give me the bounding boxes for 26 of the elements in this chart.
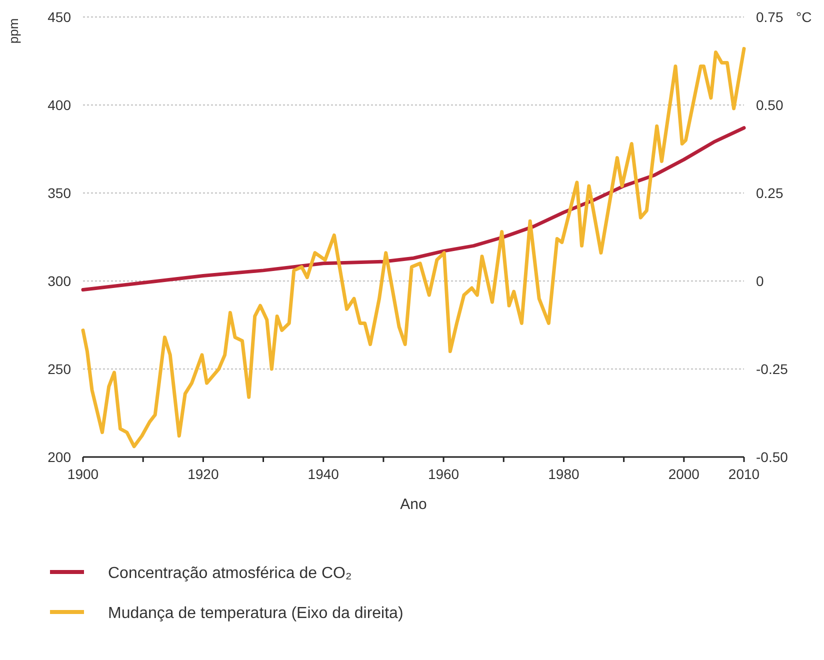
x-tick-label: 1940 (308, 466, 340, 482)
y2-tick-label: -0.25 (756, 361, 788, 377)
line-series (81, 46, 746, 448)
y2-tick-label: 0.75 (756, 9, 784, 25)
y-tick-label: 350 (48, 185, 72, 201)
line-series (81, 126, 746, 292)
y2-tick-label: 0 (756, 273, 764, 289)
y-axis-title: ppm (6, 18, 21, 44)
legend-label: Mudança de temperatura (Eixo da direita) (108, 605, 404, 622)
x-tick-label: 2010 (728, 466, 760, 482)
x-tick-label: 2000 (668, 466, 700, 482)
y2-tick-label: 0.50 (756, 97, 784, 113)
y-tick-label: 300 (48, 273, 72, 289)
y-tick-label: 200 (48, 449, 72, 465)
y2-tick-label: 0.25 (756, 185, 784, 201)
x-tick-label: 1980 (548, 466, 580, 482)
y2-tick-label: -0.50 (756, 449, 788, 465)
x-tick-label: 1960 (428, 466, 460, 482)
x-tick-label: 1900 (67, 466, 99, 482)
y-tick-label: 450 (48, 9, 72, 25)
legend-label: Concentração atmosférica de CO₂ (108, 565, 352, 582)
y-tick-label: 400 (48, 97, 72, 113)
y-tick-label: 250 (48, 361, 72, 377)
y2-axis-title: °C (796, 9, 812, 25)
x-axis-title: Ano (400, 496, 427, 513)
x-tick-label: 1920 (188, 466, 219, 482)
